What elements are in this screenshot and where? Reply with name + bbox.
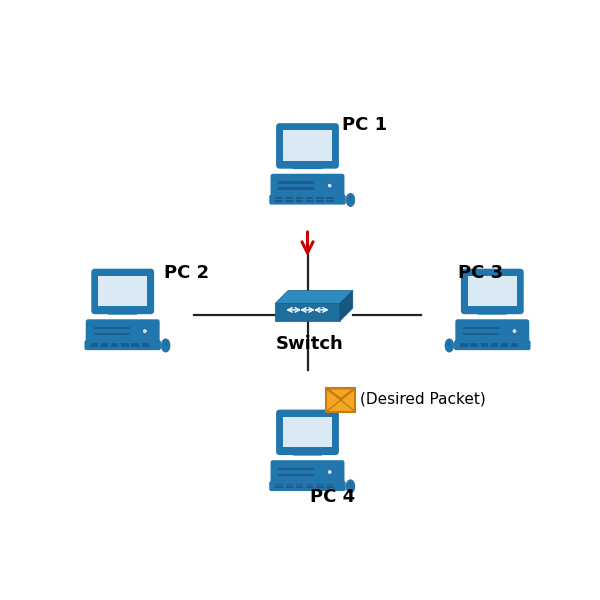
FancyBboxPatch shape (454, 340, 530, 350)
Bar (275, 197, 283, 199)
Bar (286, 200, 293, 202)
Polygon shape (471, 311, 514, 314)
Bar (275, 487, 283, 488)
Bar (501, 346, 508, 347)
Circle shape (142, 329, 148, 334)
Polygon shape (275, 304, 340, 321)
Polygon shape (275, 290, 353, 304)
FancyBboxPatch shape (461, 269, 524, 314)
FancyBboxPatch shape (283, 417, 332, 447)
FancyBboxPatch shape (276, 410, 339, 455)
Bar (470, 343, 478, 344)
Bar (278, 181, 314, 184)
Circle shape (327, 183, 332, 188)
Text: PC 4: PC 4 (310, 488, 355, 506)
Ellipse shape (161, 339, 170, 352)
Bar (91, 343, 98, 344)
Polygon shape (340, 290, 353, 321)
Text: Switch: Switch (276, 335, 344, 353)
Bar (275, 484, 283, 485)
Bar (481, 343, 488, 344)
Bar (286, 487, 293, 488)
Bar (460, 343, 467, 344)
FancyBboxPatch shape (91, 269, 154, 314)
Bar (296, 200, 303, 202)
Text: PC 3: PC 3 (458, 264, 503, 282)
Polygon shape (286, 451, 329, 455)
Bar (316, 200, 323, 202)
Bar (306, 487, 313, 488)
FancyBboxPatch shape (276, 123, 339, 169)
Bar (296, 487, 303, 488)
Bar (316, 484, 323, 485)
Bar (316, 197, 323, 199)
Bar (296, 484, 303, 485)
FancyBboxPatch shape (85, 340, 161, 350)
Polygon shape (286, 165, 329, 169)
Bar (296, 197, 303, 199)
Bar (131, 346, 139, 347)
Circle shape (327, 470, 332, 475)
Polygon shape (101, 311, 144, 314)
Bar (94, 333, 130, 335)
Ellipse shape (346, 480, 355, 493)
Bar (460, 346, 467, 347)
Bar (101, 346, 108, 347)
Bar (278, 187, 314, 190)
Bar (131, 343, 139, 344)
Bar (491, 346, 498, 347)
Bar (326, 197, 334, 199)
Bar (501, 343, 508, 344)
Text: PC 2: PC 2 (164, 264, 209, 282)
Bar (94, 327, 130, 329)
Bar (142, 346, 149, 347)
Bar (481, 346, 488, 347)
Polygon shape (326, 388, 355, 399)
Bar (326, 200, 334, 202)
FancyBboxPatch shape (468, 276, 517, 307)
Bar (491, 343, 498, 344)
FancyBboxPatch shape (283, 130, 332, 161)
Text: PC 1: PC 1 (342, 116, 387, 134)
Bar (142, 343, 149, 344)
Text: (Desired Packet): (Desired Packet) (360, 392, 486, 407)
Bar (91, 346, 98, 347)
Bar (278, 474, 314, 476)
FancyBboxPatch shape (269, 481, 346, 491)
Bar (463, 333, 499, 335)
Ellipse shape (445, 339, 454, 352)
Polygon shape (326, 388, 355, 412)
Bar (111, 343, 118, 344)
Bar (316, 487, 323, 488)
FancyBboxPatch shape (86, 319, 160, 343)
Ellipse shape (346, 193, 355, 206)
Bar (278, 467, 314, 470)
Bar (326, 487, 334, 488)
Bar (275, 200, 283, 202)
FancyBboxPatch shape (455, 319, 529, 343)
Circle shape (512, 329, 517, 334)
Bar (306, 197, 313, 199)
Bar (463, 327, 499, 329)
Bar (326, 484, 334, 485)
Bar (306, 484, 313, 485)
Bar (101, 343, 108, 344)
FancyBboxPatch shape (271, 460, 344, 484)
Bar (111, 346, 118, 347)
Bar (511, 343, 518, 344)
Bar (470, 346, 478, 347)
FancyBboxPatch shape (269, 194, 346, 205)
Bar (286, 197, 293, 199)
Bar (121, 343, 128, 344)
FancyBboxPatch shape (98, 276, 147, 307)
Bar (511, 346, 518, 347)
Bar (306, 200, 313, 202)
Bar (121, 346, 128, 347)
FancyBboxPatch shape (271, 174, 344, 197)
Bar (286, 484, 293, 485)
